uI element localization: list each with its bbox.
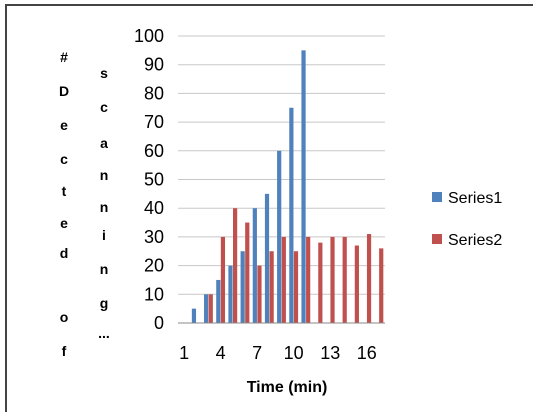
bars (191, 50, 384, 323)
y-label-char: c (60, 151, 68, 167)
legend-swatch-series2 (432, 234, 442, 244)
bar-series1-x7 (252, 208, 257, 323)
y-label-char: d (60, 245, 69, 261)
x-tick-label: 4 (216, 343, 226, 363)
y-tick-label: 30 (144, 227, 164, 247)
y-label-char: g (100, 295, 109, 311)
x-axis-title: Time (min) (247, 379, 328, 396)
bar-series2-x11 (306, 236, 311, 323)
legend-label-series2: Series2 (448, 232, 502, 249)
y-label-char: a (100, 135, 108, 151)
y-label-char: ... (98, 325, 110, 341)
y-tick-label: 10 (144, 284, 164, 304)
y-tick-label: 100 (134, 26, 164, 46)
y-label-char: c (100, 99, 108, 115)
bar-series2-x6 (245, 222, 250, 323)
bar-series1-x8 (264, 193, 270, 323)
bar-series2-x13 (330, 236, 335, 323)
x-tick-label: 1 (179, 343, 189, 363)
x-tick-label: 7 (252, 343, 262, 363)
y-label-char: e (60, 117, 68, 133)
y-label-char: e (60, 215, 68, 231)
bar-series2-x15 (354, 245, 359, 323)
bar-series2-x16 (366, 234, 372, 323)
bar-series2-x9 (281, 236, 286, 323)
x-tick-labels: 1 4 7 10 13 16 (179, 343, 377, 363)
bar-series2-x3 (208, 294, 213, 323)
bar-series1-x5 (228, 265, 233, 323)
bar-series2-x10 (293, 251, 299, 323)
y-label-char: n (100, 261, 109, 277)
y-tick-label: 40 (144, 198, 164, 218)
bar-series1-x11 (301, 50, 306, 323)
y-tick-label: 60 (144, 141, 164, 161)
bar-series2-x14 (342, 236, 347, 323)
bar-series2-x7 (257, 265, 262, 323)
y-axis-label: #Dectedofscanning... (59, 49, 110, 359)
bar-series2-x17 (379, 248, 384, 323)
y-tick-label: 80 (144, 83, 164, 103)
bar-series1-x2 (191, 308, 197, 323)
bar-series2-x5 (233, 208, 238, 323)
y-tick-label: 70 (144, 112, 164, 132)
y-label-char: n (100, 199, 109, 215)
chart-frame (5, 4, 533, 412)
y-tick-label: 90 (144, 55, 164, 75)
y-label-char: f (62, 343, 67, 359)
x-tick-label: 10 (284, 343, 304, 363)
y-label-char: i (102, 227, 106, 243)
grid-lines (178, 35, 385, 295)
bar-series2-x8 (269, 251, 274, 323)
bar-series2-x12 (318, 242, 323, 323)
bar-series2-x4 (220, 236, 226, 323)
x-tick-label: 13 (320, 343, 340, 363)
bar-series1-x6 (240, 251, 245, 323)
y-tick-labels: 0 10 20 30 40 50 60 70 80 90 100 (134, 26, 164, 333)
y-label-char: D (59, 83, 69, 99)
y-label-char: n (100, 167, 109, 183)
y-tick-label: 20 (144, 256, 164, 276)
legend: Series1 Series2 (432, 190, 502, 249)
bar-series1-x10 (289, 107, 294, 323)
y-tick-label: 50 (144, 170, 164, 190)
y-label-char: t (62, 183, 67, 199)
y-tick-label: 0 (154, 313, 164, 333)
legend-swatch-series1 (432, 192, 442, 202)
x-tick-label: 16 (357, 343, 377, 363)
bar-series1-x3 (204, 294, 209, 323)
y-label-char: s (100, 65, 108, 81)
bar-series1-x9 (277, 150, 282, 323)
legend-label-series1: Series1 (448, 190, 502, 207)
bar-series1-x4 (216, 279, 221, 323)
y-label-char: # (60, 49, 68, 65)
y-label-char: o (60, 309, 69, 325)
